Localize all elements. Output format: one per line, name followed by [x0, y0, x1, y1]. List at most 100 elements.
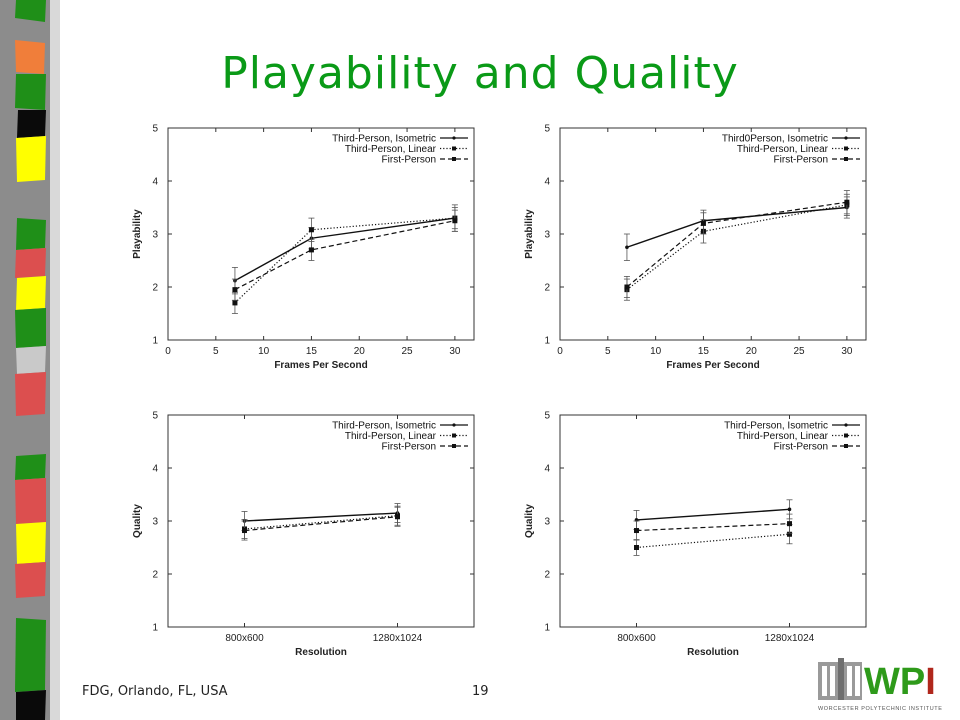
legend-marker	[844, 146, 848, 151]
y-tick-label: 4	[544, 177, 550, 188]
chart-svg-quality-left: 1 2 3 4 5 800x600 1280x1024 Resolution Quality Th…	[132, 411, 475, 658]
x-axis-label: Resolution	[687, 647, 739, 658]
legend-marker	[844, 136, 848, 140]
chart-quality-right: 1 2 3 4 5 800x600 1280x1024 Resolution Quality Th…	[512, 405, 872, 675]
legend-label: Third-Person, Isometric	[332, 421, 436, 432]
logo-building-icon	[818, 658, 862, 700]
x-tick-label: 25	[402, 346, 414, 357]
footer-text: FDG, Orlando, FL, USA	[82, 684, 228, 699]
legend-marker	[844, 423, 848, 427]
chart-playability-right: 1 2 3 4 5 0 5 10 15 20 25 30 Frames Per Second Playab…	[512, 118, 872, 388]
page-number: 19	[472, 684, 489, 699]
slide-title: Playability and Quality	[221, 48, 739, 99]
y-tick-label: 3	[152, 230, 158, 241]
y-axis-label: Playability	[132, 209, 143, 259]
data-point	[308, 227, 314, 233]
legend-label: Third-Person, Linear	[737, 144, 829, 155]
data-point	[787, 521, 792, 527]
x-tick-label: 15	[306, 346, 318, 357]
y-tick-label: 3	[152, 517, 158, 528]
legend-label: First-Person	[774, 442, 828, 453]
x-tick-label: 15	[698, 346, 710, 357]
data-point	[625, 245, 629, 250]
y-tick-label: 4	[544, 464, 550, 475]
legend-label: Third-Person, Linear	[345, 144, 437, 155]
data-point	[452, 218, 458, 224]
legend-marker	[844, 433, 848, 438]
y-tick-label: 5	[152, 124, 158, 135]
y-tick-label: 5	[544, 124, 550, 135]
data-point	[844, 199, 850, 205]
data-point	[308, 247, 314, 253]
x-tick-label: 0	[165, 346, 171, 357]
x-axis-label: Frames Per Second	[274, 360, 367, 371]
data-point	[232, 300, 238, 306]
legend-label: Third-Person, Isometric	[332, 134, 436, 145]
data-point	[395, 514, 400, 520]
chart-svg-playability-left: 1 2 3 4 5 0 5 10 15 20 25 30 Frames Per Second Playab…	[132, 124, 475, 371]
color-strip-graphic	[0, 0, 60, 720]
logo-caption: WORCESTER POLYTECHNIC INSTITUTE	[818, 706, 943, 712]
y-axis-label: Playability	[524, 209, 535, 259]
decorative-color-strip	[0, 0, 60, 720]
series-line	[244, 512, 398, 522]
y-axis-label: Quality	[132, 504, 143, 538]
y-tick-label: 2	[544, 283, 550, 294]
data-point	[634, 528, 639, 534]
legend-marker	[452, 444, 456, 448]
x-tick-label: 20	[746, 346, 758, 357]
x-axis-label: Resolution	[295, 647, 347, 658]
y-tick-label: 4	[152, 177, 158, 188]
y-tick-label: 2	[544, 570, 550, 581]
wpi-logo-graphic: WPI WORCESTER POLYTECHNIC INSTITUTE	[818, 658, 943, 712]
x-tick-label: 10	[650, 346, 662, 357]
legend-marker	[452, 423, 456, 427]
data-point	[232, 287, 238, 293]
legend-marker	[452, 136, 456, 140]
x-tick-label: 5	[605, 346, 611, 357]
legend-marker	[452, 146, 456, 151]
legend-label: First-Person	[774, 155, 828, 166]
legend-label: Third-Person, Isometric	[724, 421, 828, 432]
data-point	[242, 528, 247, 534]
x-tick-label: 800x600	[617, 633, 656, 644]
y-tick-label: 2	[152, 283, 158, 294]
x-axis-label: Frames Per Second	[666, 360, 759, 371]
y-tick-label: 5	[544, 411, 550, 422]
x-tick-label: 1280x1024	[765, 633, 815, 644]
x-tick-label: 20	[354, 346, 366, 357]
legend-label: First-Person	[382, 155, 436, 166]
y-tick-label: 1	[152, 623, 158, 634]
y-tick-label: 2	[152, 570, 158, 581]
x-tick-label: 25	[794, 346, 806, 357]
series-line	[244, 516, 398, 532]
legend-label: Third-Person, Linear	[345, 431, 437, 442]
series-line	[636, 508, 790, 521]
legend-label: Third-Person, Linear	[737, 431, 829, 442]
legend-marker	[844, 157, 848, 161]
x-tick-label: 30	[449, 346, 461, 357]
chart-playability-left: 1 2 3 4 5 0 5 10 15 20 25 30 Frames Per Second Playab…	[120, 118, 480, 388]
x-tick-label: 800x600	[225, 633, 264, 644]
data-point	[624, 284, 630, 290]
y-tick-label: 1	[152, 336, 158, 347]
y-tick-label: 5	[152, 411, 158, 422]
series-line	[234, 217, 455, 304]
y-tick-label: 1	[544, 336, 550, 347]
y-tick-label: 4	[152, 464, 158, 475]
logo-wordmark: WPI	[864, 661, 936, 703]
data-point	[787, 507, 792, 512]
data-point	[634, 545, 639, 550]
x-tick-label: 30	[841, 346, 853, 357]
x-tick-label: 1280x1024	[373, 633, 423, 644]
x-tick-label: 5	[213, 346, 219, 357]
legend-label: First-Person	[382, 442, 436, 453]
legend-marker	[844, 444, 848, 448]
series-line	[626, 206, 847, 248]
chart-quality-left: 1 2 3 4 5 800x600 1280x1024 Resolution Quality Th…	[120, 405, 480, 675]
x-tick-label: 10	[258, 346, 270, 357]
y-tick-label: 1	[544, 623, 550, 634]
data-point	[700, 220, 706, 226]
legend-marker	[452, 157, 456, 161]
y-tick-label: 3	[544, 230, 550, 241]
